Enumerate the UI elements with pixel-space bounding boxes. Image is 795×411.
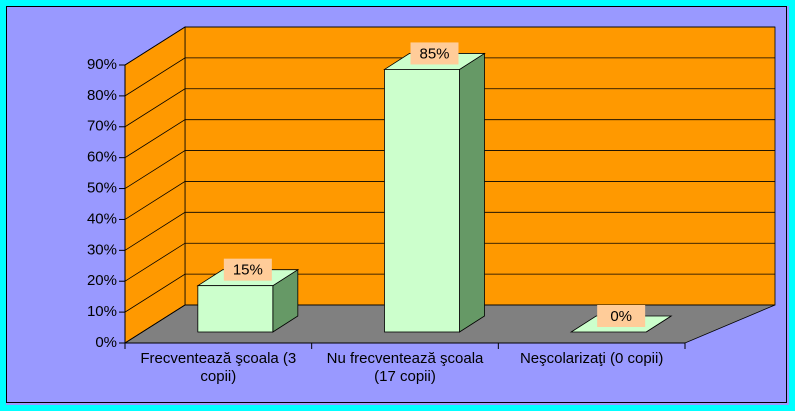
value-label: 85%: [419, 45, 449, 62]
bars: 15% 85% 0%: [196, 42, 673, 333]
value-label: 0%: [610, 308, 632, 325]
grid-line: [124, 119, 775, 159]
x-tick-label: Nu frecventează şcoala (17 copii): [326, 350, 484, 385]
grid-line: [124, 150, 775, 189]
grid-line: [124, 57, 775, 97]
value-label-box: [223, 258, 272, 281]
value-label-box: [410, 42, 459, 65]
bar-side: [459, 52, 485, 333]
bar: [384, 69, 460, 333]
grid-line: [124, 181, 775, 220]
y-tick-label: 90%: [87, 56, 117, 73]
y-tick-label: 10%: [87, 303, 117, 320]
y-tick-label: 70%: [87, 118, 117, 135]
y-tick-label: 0%: [95, 334, 117, 351]
grid-line: [124, 242, 775, 282]
y-tick-label: 30%: [87, 241, 117, 258]
grid-line: [124, 26, 775, 66]
chart-border: [6, 6, 787, 403]
grid-line: [124, 211, 775, 251]
x-tick-label: Frecventează şcoala (3 copii): [140, 350, 297, 385]
grid: [124, 26, 775, 344]
value-label: 15%: [233, 262, 263, 279]
y-tick-label: 50%: [87, 180, 117, 197]
grid-line: [124, 273, 775, 313]
bar: [197, 285, 274, 333]
y-tick-label: 80%: [87, 87, 117, 104]
grid-line: [124, 304, 775, 344]
y-tick-label: 20%: [87, 272, 117, 289]
grid-line: [124, 88, 775, 128]
y-tick-label: 60%: [87, 149, 117, 166]
value-label-box: [597, 305, 646, 327]
side-wall: [124, 26, 186, 344]
x-tick-label: Neşcolarizaţi (0 copii): [519, 350, 664, 367]
y-tick-label: 40%: [87, 210, 117, 227]
